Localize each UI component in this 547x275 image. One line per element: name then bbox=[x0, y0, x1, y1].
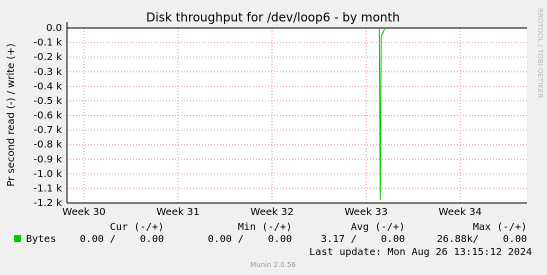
y-tick-label: -0.4 k bbox=[34, 81, 63, 92]
legend-value: 0.00 / 0.00 bbox=[208, 234, 292, 245]
x-tick-label: Week 33 bbox=[344, 207, 387, 218]
y-axis-label: Pr second read (-) / write (+) bbox=[6, 43, 17, 186]
y-tick-label: -0.7 k bbox=[34, 125, 63, 136]
legend-label: Bytes bbox=[26, 234, 56, 245]
chart-title: Disk throughput for /dev/loop6 - by mont… bbox=[146, 11, 400, 25]
y-tick-label: -0.1 k bbox=[34, 38, 63, 49]
x-tick-label: Week 34 bbox=[439, 207, 482, 218]
legend-value: 3.17 / 0.00 bbox=[321, 234, 405, 245]
footer: Munin 2.0.56 bbox=[250, 261, 296, 269]
y-tick-label: -0.6 k bbox=[34, 111, 63, 122]
last-update: Last update: Mon Aug 26 13:15:12 2024 bbox=[309, 247, 532, 258]
legend-header: Max (-/+) bbox=[473, 222, 527, 233]
plot-area bbox=[67, 28, 527, 203]
legend-value: 0.00 / 0.00 bbox=[80, 234, 164, 245]
x-tick-label: Week 32 bbox=[250, 207, 293, 218]
x-tick-label: Week 31 bbox=[156, 207, 199, 218]
y-tick-label: -1.1 k bbox=[34, 183, 63, 194]
y-tick-label: -0.9 k bbox=[34, 154, 63, 165]
data-line bbox=[378, 27, 386, 201]
x-tick-label: Week 30 bbox=[62, 207, 105, 218]
y-tick-label: -0.5 k bbox=[34, 96, 63, 107]
y-tick-label: 0.0 bbox=[46, 23, 62, 34]
legend-header: Cur (-/+) bbox=[110, 222, 164, 233]
y-tick-label: -0.3 k bbox=[34, 67, 63, 78]
legend-value: 26.88k/ 0.00 bbox=[437, 234, 527, 245]
y-tick-label: -1.0 k bbox=[34, 169, 63, 180]
y-tick-label: -1.2 k bbox=[34, 198, 63, 209]
legend-header: Avg (-/+) bbox=[351, 222, 405, 233]
legend-swatch bbox=[14, 235, 21, 242]
legend-header: Min (-/+) bbox=[238, 222, 292, 233]
y-tick-label: -0.2 k bbox=[34, 52, 63, 63]
side-text: RRDTOOL / TOBI OETIKER bbox=[536, 8, 544, 98]
y-tick-label: -0.8 k bbox=[34, 140, 63, 151]
